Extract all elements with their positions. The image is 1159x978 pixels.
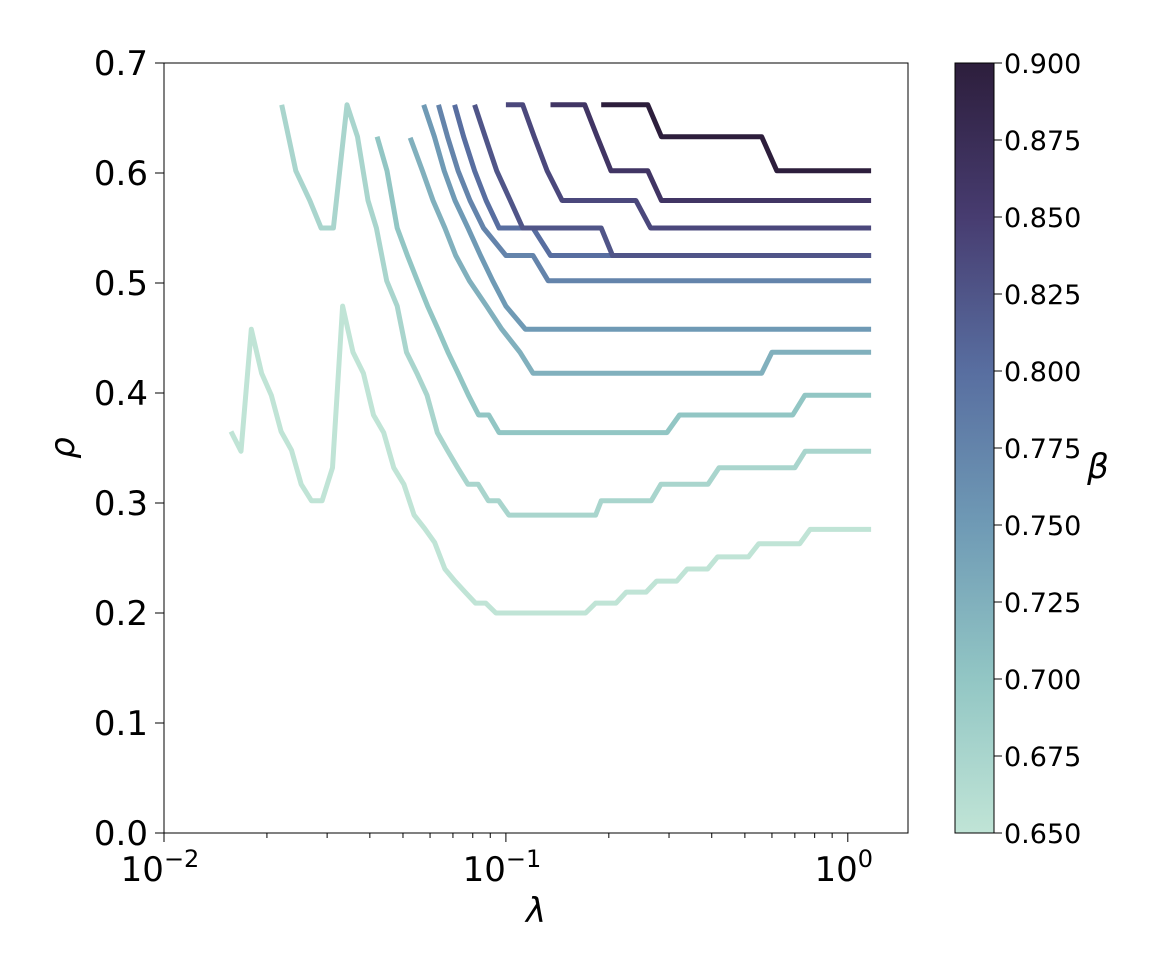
series-line [407,136,872,376]
colorbar-tick-label: 0.900 [1004,49,1081,80]
colorbar-tick-label: 0.725 [1004,588,1081,619]
x-tick-label: 10−2 [121,845,200,890]
y-tick-label: 0.3 [94,484,148,524]
plot-frame [163,62,909,834]
series-line [279,102,872,518]
colorbar-tick-label: 0.825 [1004,280,1081,311]
colorbar [954,62,995,834]
y-tick-label: 0.2 [94,594,148,634]
y-tick-label: 0.5 [94,264,148,304]
series-line [452,104,872,258]
series-layer [228,102,872,616]
y-tick-label: 0.0 [94,814,148,854]
colorbar-tick-label: 0.675 [1004,742,1081,773]
x-axis-label: λ [524,891,546,931]
series-line [436,104,872,284]
x-tick-label: 100 [815,845,874,890]
colorbar-tick-label: 0.875 [1004,126,1081,157]
colorbar-tick-label: 0.700 [1004,665,1081,696]
y-axis: 0.0 0.1 0.2 0.3 0.4 0.5 0.6 0.7 [94,44,164,854]
y-tick-label: 0.7 [94,44,148,84]
colorbar-tick-label: 0.775 [1004,434,1081,465]
y-axis-label: ρ [43,437,83,459]
series-line [421,104,872,332]
colorbar-tick-label: 0.850 [1004,203,1081,234]
y-tick-label: 0.4 [94,374,148,414]
x-tick-label: 10−1 [463,845,542,890]
colorbar-tick-label: 0.800 [1004,357,1081,388]
colorbar-ticks: 0.650 0.675 0.700 0.725 0.750 0.775 0.800 0.825… [994,49,1081,850]
series-line [601,102,872,174]
series-line [550,102,872,203]
series-line [228,303,872,616]
colorbar-tick-label: 0.650 [1004,819,1081,850]
series-line [374,136,872,436]
series-line [472,104,872,258]
y-tick-label: 0.1 [94,704,148,744]
y-tick-label: 0.6 [94,154,148,194]
x-axis: 10−2 10−1 100 [121,833,873,890]
series-line [505,102,872,231]
colorbar-label: β [1086,447,1109,487]
colorbar-tick-label: 0.750 [1004,511,1081,542]
